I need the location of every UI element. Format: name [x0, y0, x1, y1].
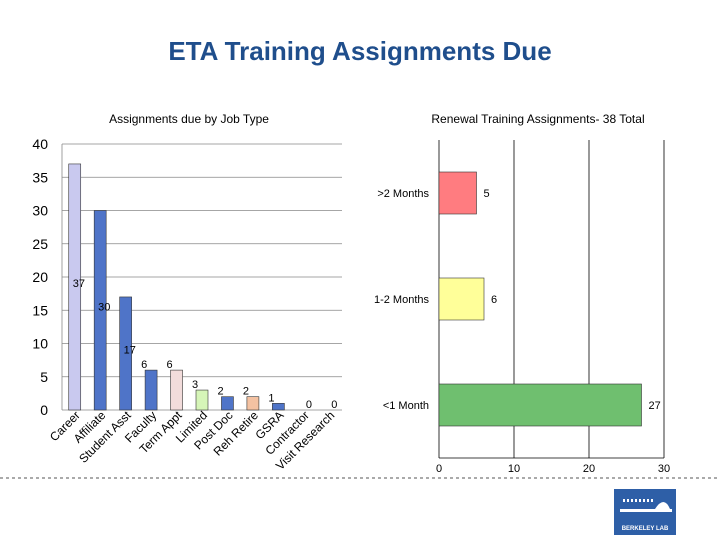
data-label: 2	[243, 386, 249, 398]
slide-title: ETA Training Assignments Due	[168, 36, 552, 66]
y-tick-label: 40	[32, 136, 48, 152]
data-label: 5	[484, 188, 490, 200]
y-tick-label: 35	[32, 169, 48, 185]
logo-text: BERKELEY LAB	[621, 526, 669, 532]
x-tick-label: 0	[436, 463, 442, 475]
bar-1-2-months	[438, 277, 485, 321]
x-tick-label: 30	[658, 463, 670, 475]
bar-reh-retire	[246, 396, 260, 411]
bar-post-doc	[221, 396, 234, 411]
data-label: 3	[192, 379, 198, 391]
berkeley-lab-logo: BERKELEY LAB	[614, 489, 676, 535]
data-label: 1	[268, 392, 274, 404]
bar-student-asst	[119, 296, 132, 411]
x-tick-label: 20	[583, 463, 595, 475]
x-tick-label: 10	[508, 463, 520, 475]
y-tick-label: 0	[40, 402, 48, 418]
data-label: 17	[124, 344, 136, 356]
lab-building-icon	[620, 499, 672, 512]
y-tick-label: 5	[40, 369, 48, 385]
data-label: 2	[217, 386, 223, 398]
y-tick-label: 25	[32, 236, 48, 252]
bar-lt1-month	[438, 383, 642, 427]
bar-gsra	[272, 403, 285, 411]
category-label: <1 Month	[383, 400, 429, 412]
bar-career	[68, 163, 82, 411]
job-type-chart: Assignments due by Job Type0510152025303…	[32, 112, 342, 473]
data-label: 6	[167, 359, 173, 371]
bar-term-appt	[170, 369, 183, 411]
bar-limited	[195, 389, 209, 411]
data-label: 27	[649, 400, 661, 412]
y-tick-label: 15	[32, 302, 48, 318]
category-label: >2 Months	[377, 188, 429, 200]
bar-gt2-months	[438, 171, 477, 215]
data-label: 0	[306, 399, 312, 411]
y-tick-label: 30	[32, 203, 48, 219]
y-tick-label: 10	[32, 336, 48, 352]
job-type-chart-title: Assignments due by Job Type	[109, 112, 269, 126]
renewal-chart: Renewal Training Assignments- 38 Total 0 1…	[374, 112, 670, 475]
data-label: 6	[491, 294, 497, 306]
y-tick-label: 20	[32, 269, 48, 285]
data-label: 0	[331, 399, 337, 411]
data-label: 6	[141, 359, 147, 371]
renewal-chart-title: Renewal Training Assignments- 38 Total	[431, 112, 644, 126]
data-label: 30	[98, 301, 110, 313]
bar-affiliate	[93, 210, 107, 411]
bar-faculty	[144, 369, 158, 411]
category-label: 1-2 Months	[374, 294, 430, 306]
data-label: 37	[73, 278, 85, 290]
